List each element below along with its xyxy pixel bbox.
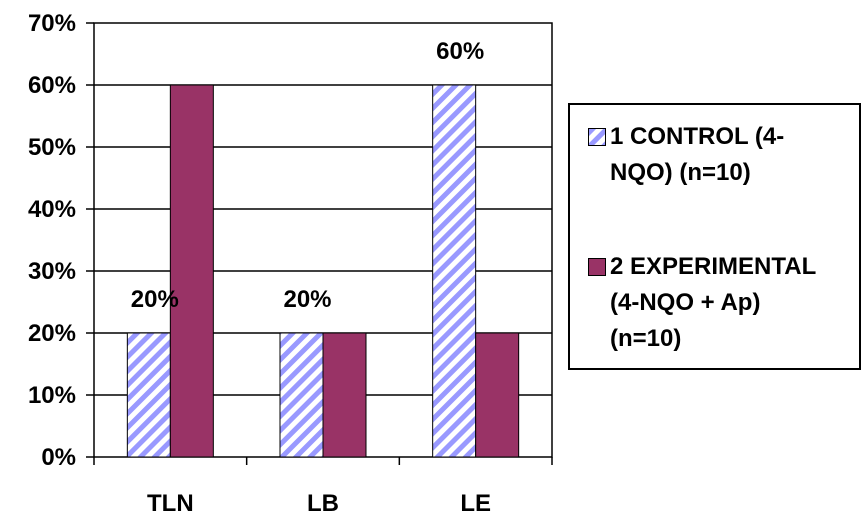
legend-label-control-line1: 1 CONTROL (4- [610, 123, 785, 150]
bar-control-tln [126, 332, 171, 458]
legend-label-control-line2: NQO) (n=10) [610, 159, 751, 186]
y-tick-label: 30% [28, 258, 76, 285]
legend-item-control: 1 CONTROL (4- NQO) (n=10) [588, 119, 860, 191]
bar-control-le [432, 84, 477, 458]
y-tick-label: 0% [41, 444, 76, 471]
y-tick-label: 70% [28, 10, 76, 37]
x-tick-label: LE [460, 490, 491, 517]
y-tick-label: 60% [28, 72, 76, 99]
data-label: 20% [283, 286, 331, 313]
data-label: 60% [436, 38, 484, 65]
bar-control-lb [279, 332, 324, 458]
y-tick-label: 10% [28, 382, 76, 409]
y-tick-label: 50% [28, 134, 76, 161]
x-tick-label: TLN [147, 490, 194, 517]
plot-area: 0% 10% 20% 30% 40% 50% 60% 70% TLN LB LE 20% 20% 60% [28, 10, 553, 517]
bar-experimental-tln [169, 84, 214, 458]
legend-swatch-control [588, 128, 606, 146]
legend: 1 CONTROL (4- NQO) (n=10) 2 EXPERIMENTAL… [568, 103, 861, 370]
legend-label-experimental-line1: 2 EXPERIMENTAL [610, 253, 817, 280]
legend-label-experimental-line2: (4-NQO + Ap) [610, 289, 761, 316]
y-tick-label: 20% [28, 320, 76, 347]
legend-label-experimental-line3: (n=10) [610, 325, 682, 352]
bar-experimental-lb [322, 332, 367, 458]
data-label: 20% [131, 286, 179, 313]
x-tick-label: LB [307, 490, 339, 517]
y-tick-label: 40% [28, 196, 76, 223]
legend-swatch-experimental [588, 258, 606, 276]
legend-item-experimental: 2 EXPERIMENTAL (4-NQO + Ap) (n=10) [588, 249, 860, 357]
bar-experimental-le [475, 332, 520, 458]
